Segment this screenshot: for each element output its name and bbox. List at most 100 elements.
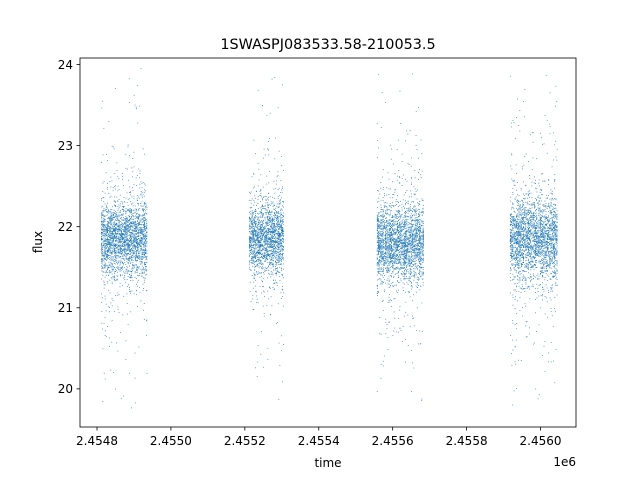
data-point [136, 175, 138, 176]
data-point [261, 262, 263, 264]
data-point [107, 258, 108, 260]
data-point [145, 237, 147, 239]
data-point [263, 223, 264, 225]
data-point [392, 223, 393, 224]
data-point [389, 247, 390, 249]
data-point [110, 209, 112, 210]
data-point [276, 222, 278, 224]
data-point [257, 234, 258, 236]
data-point [109, 267, 111, 269]
data-point [265, 249, 267, 251]
data-point [118, 249, 120, 251]
data-point [127, 284, 129, 286]
data-point [263, 245, 264, 247]
data-point [255, 285, 256, 287]
data-point [117, 226, 119, 227]
data-point [131, 210, 132, 212]
data-point [134, 241, 136, 243]
data-point [118, 228, 120, 230]
data-point [130, 227, 131, 229]
data-point [142, 208, 144, 210]
data-point [123, 211, 124, 212]
data-point [396, 244, 398, 246]
data-point [262, 267, 264, 269]
data-point [250, 237, 252, 239]
data-point [146, 227, 148, 228]
data-point [101, 245, 103, 247]
data-point [272, 264, 274, 265]
data-point [282, 253, 284, 255]
data-point [262, 248, 264, 250]
data-point [103, 221, 105, 223]
data-point [133, 245, 135, 247]
data-point [260, 240, 262, 242]
data-point [125, 208, 127, 209]
data-point [270, 273, 272, 275]
data-point [116, 240, 118, 241]
data-point [106, 256, 107, 258]
data-point [109, 249, 111, 251]
data-point [129, 229, 130, 231]
data-point [266, 223, 268, 224]
data-point [280, 199, 282, 201]
data-point [270, 246, 272, 247]
data-point [106, 229, 107, 231]
data-point [277, 247, 279, 249]
data-point [116, 233, 118, 235]
data-point [128, 270, 130, 272]
data-point [255, 254, 257, 255]
data-point [104, 236, 106, 238]
data-point [143, 225, 145, 227]
data-point [253, 250, 255, 252]
data-point [129, 372, 130, 374]
data-point [113, 244, 114, 246]
data-point [249, 239, 251, 241]
data-point [268, 211, 270, 212]
data-point [254, 257, 256, 258]
data-point [272, 238, 274, 239]
data-point [129, 244, 130, 246]
data-point [281, 217, 282, 219]
data-point [274, 221, 276, 223]
data-point [120, 260, 122, 262]
data-point [142, 251, 144, 253]
data-point [270, 243, 271, 245]
data-point [111, 233, 113, 235]
data-point [107, 218, 109, 220]
data-point [281, 254, 283, 256]
data-point [254, 237, 255, 239]
data-point [397, 230, 398, 232]
data-point [101, 242, 103, 244]
data-point [122, 255, 124, 257]
data-point [136, 226, 137, 227]
data-point [274, 214, 276, 215]
data-point [250, 191, 252, 193]
data-point [114, 219, 116, 221]
data-point [270, 220, 272, 221]
data-point [126, 217, 128, 219]
data-point [256, 239, 258, 240]
data-point [257, 216, 259, 218]
data-point [263, 241, 265, 242]
data-point [146, 372, 148, 374]
data-point [119, 223, 121, 225]
data-point [120, 231, 122, 233]
data-point [140, 300, 142, 302]
data-point [258, 179, 260, 181]
data-point [273, 227, 275, 229]
data-point [102, 197, 104, 198]
data-point [132, 249, 134, 251]
data-point [271, 229, 273, 230]
data-point [125, 217, 127, 219]
data-point [115, 295, 117, 296]
data-point [102, 182, 104, 184]
data-point [266, 231, 268, 233]
data-point [253, 309, 255, 310]
data-point [412, 245, 414, 247]
data-point [252, 236, 254, 237]
data-point [262, 224, 264, 225]
data-point [128, 246, 130, 247]
data-point [140, 238, 142, 239]
data-point [107, 326, 109, 327]
data-point [145, 256, 147, 257]
